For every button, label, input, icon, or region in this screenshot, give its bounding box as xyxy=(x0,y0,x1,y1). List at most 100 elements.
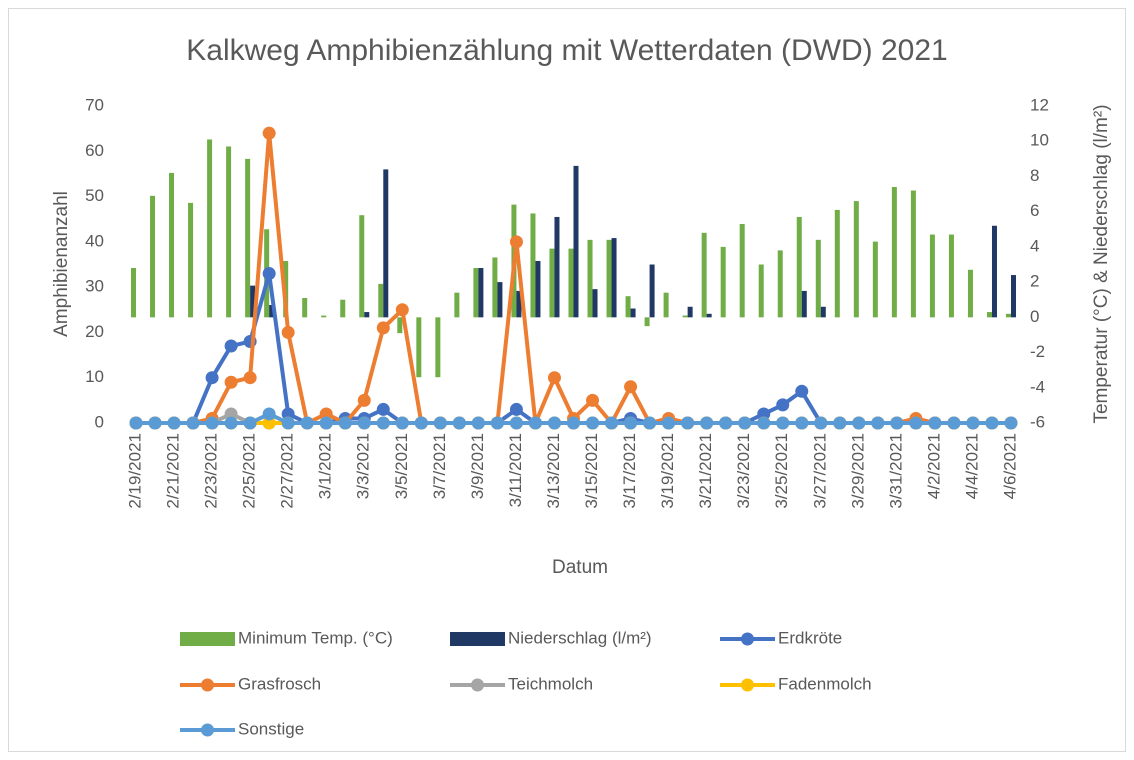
bar xyxy=(587,239,593,318)
marker xyxy=(281,416,295,430)
bar xyxy=(644,317,650,327)
y2-tick-label: 2 xyxy=(1030,272,1039,291)
bar xyxy=(611,238,617,318)
legend-swatch xyxy=(741,632,754,646)
bar xyxy=(245,158,251,318)
marker xyxy=(547,416,561,430)
bar xyxy=(454,292,460,318)
marker xyxy=(319,407,333,421)
marker xyxy=(395,416,409,430)
y-tick-label: 20 xyxy=(85,322,104,341)
x-tick-label: 4/4/2021 xyxy=(962,433,981,499)
bar xyxy=(473,268,479,318)
x-tick-label: 2/21/2021 xyxy=(164,433,183,509)
bar xyxy=(967,269,973,318)
x-tick-label: 3/15/2021 xyxy=(582,433,601,509)
bar xyxy=(758,264,764,318)
legend-label: Fadenmolch xyxy=(778,674,872,693)
bar xyxy=(872,241,878,318)
marker xyxy=(547,371,561,385)
bar xyxy=(1006,313,1011,318)
marker xyxy=(852,416,866,430)
x-axis-title: Datum xyxy=(552,557,608,578)
marker xyxy=(224,407,238,421)
bar xyxy=(948,234,954,318)
marker xyxy=(243,371,257,385)
bar xyxy=(910,190,916,318)
legend-swatch xyxy=(741,678,754,692)
marker xyxy=(738,416,752,430)
marker xyxy=(700,416,714,430)
bar xyxy=(630,308,636,318)
marker xyxy=(947,416,961,430)
bar xyxy=(435,317,441,378)
marker xyxy=(395,303,409,317)
y-axis-title: Amphibienanzahl xyxy=(51,191,72,337)
bar xyxy=(321,315,327,318)
marker xyxy=(205,371,219,385)
marker xyxy=(605,416,619,430)
marker xyxy=(376,402,390,416)
bar xyxy=(820,306,826,318)
marker xyxy=(129,416,143,430)
x-tick-label: 3/17/2021 xyxy=(620,433,639,509)
x-tick-label: 2/25/2021 xyxy=(240,433,259,509)
y-tick-label: 40 xyxy=(85,231,104,250)
marker xyxy=(966,416,980,430)
bar xyxy=(554,216,560,318)
bar xyxy=(853,201,859,318)
marker xyxy=(319,416,333,430)
y-tick-label: 70 xyxy=(85,95,104,114)
x-tick-label: 3/31/2021 xyxy=(886,433,905,509)
bar xyxy=(492,257,498,318)
marker xyxy=(262,126,276,140)
marker xyxy=(471,416,485,430)
bar xyxy=(663,292,669,318)
bar xyxy=(815,239,821,318)
marker xyxy=(719,416,733,430)
marker xyxy=(814,416,828,430)
legend-label: Sonstige xyxy=(238,719,304,738)
y2-tick-label: -4 xyxy=(1030,377,1045,396)
legend-swatch xyxy=(201,723,214,737)
chart-border xyxy=(8,8,1126,752)
marker xyxy=(528,416,542,430)
marker xyxy=(338,416,352,430)
marker xyxy=(776,416,790,430)
x-tick-label: 3/21/2021 xyxy=(696,433,715,509)
chart-title: Kalkweg Amphibienzählung mit Wetterdaten… xyxy=(186,34,947,67)
bar xyxy=(516,290,522,318)
marker xyxy=(300,416,314,430)
bar xyxy=(701,232,707,318)
marker xyxy=(776,398,790,412)
x-tick-label: 3/5/2021 xyxy=(392,433,411,499)
marker xyxy=(243,416,257,430)
y-tick-label: 10 xyxy=(85,367,104,386)
y2-tick-label: 8 xyxy=(1030,166,1039,185)
marker xyxy=(567,416,580,430)
x-tick-label: 3/3/2021 xyxy=(354,433,373,499)
bar xyxy=(687,306,693,318)
bar xyxy=(739,223,745,318)
bar xyxy=(801,290,807,318)
bar xyxy=(150,195,156,318)
bar xyxy=(720,246,726,318)
bar xyxy=(397,317,403,334)
marker xyxy=(586,393,600,407)
x-tick-label: 3/19/2021 xyxy=(658,433,677,509)
bar xyxy=(269,305,275,318)
marker xyxy=(281,325,295,339)
bar xyxy=(991,225,997,318)
marker xyxy=(795,416,809,430)
y2-tick-label: 0 xyxy=(1030,307,1039,326)
marker xyxy=(757,416,771,430)
bar xyxy=(169,172,175,318)
legend-swatch xyxy=(450,632,505,646)
legend-label: Niederschlag (l/m²) xyxy=(508,628,652,647)
x-tick-label: 3/27/2021 xyxy=(810,433,829,509)
marker xyxy=(224,339,238,353)
marker xyxy=(985,416,999,430)
y2-tick-label: 4 xyxy=(1030,236,1039,255)
y2-tick-label: -2 xyxy=(1030,342,1045,361)
